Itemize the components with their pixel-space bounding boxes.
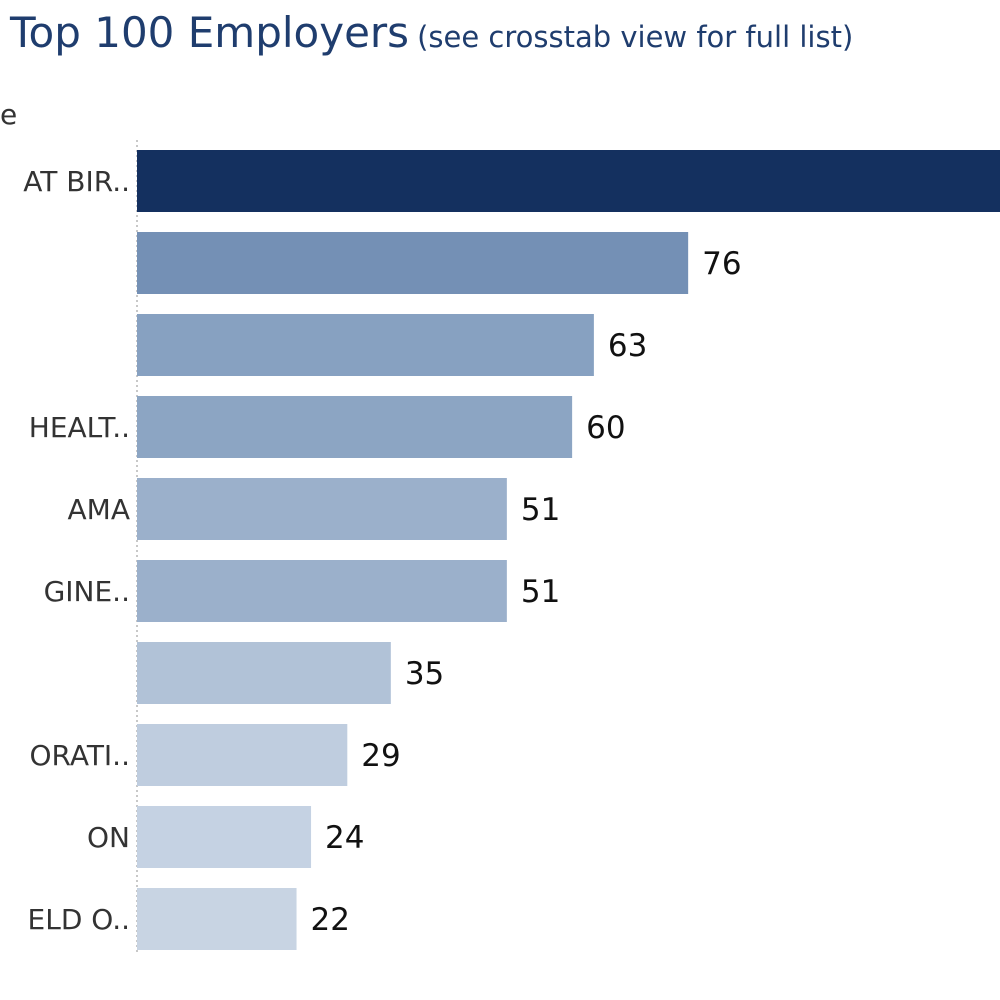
value-label: 76 [702,246,741,282]
bar[interactable] [137,232,689,294]
category-label: ON [87,821,130,854]
value-label: 51 [521,492,560,528]
chart-subtitle: (see crosstab view for full list) [417,20,854,54]
bar[interactable] [137,642,391,704]
bar[interactable] [137,806,312,868]
value-label: 63 [608,328,647,364]
value-label: 22 [311,902,350,938]
bar[interactable] [137,560,507,622]
bar[interactable] [137,396,573,458]
value-label: 24 [325,820,364,856]
chart-title: Top 100 Employers [10,8,410,57]
value-label: 35 [405,656,444,692]
bar[interactable] [137,724,348,786]
bar[interactable] [137,314,594,376]
category-label: AMA [68,493,130,526]
category-label: GINE.. [44,575,130,608]
value-label: 51 [521,574,560,610]
bars-group: AT BIR.. 76 63 HEALT.. 60 AMA 51 GINE.. 51 35 ORAT… [23,150,1000,950]
category-label: AT BIR.. [23,165,130,198]
chart-title-row: Top 100 Employers (see crosstab view for … [10,8,853,57]
bar[interactable] [137,150,1000,212]
value-label: 29 [361,738,400,774]
category-label: HEALT.. [29,411,130,444]
category-label: ELD O.. [28,903,130,936]
value-label: 60 [586,410,625,446]
bar[interactable] [137,888,297,950]
category-label: ORATI.. [29,739,130,772]
column-header: e [0,98,18,131]
bar[interactable] [137,478,507,540]
